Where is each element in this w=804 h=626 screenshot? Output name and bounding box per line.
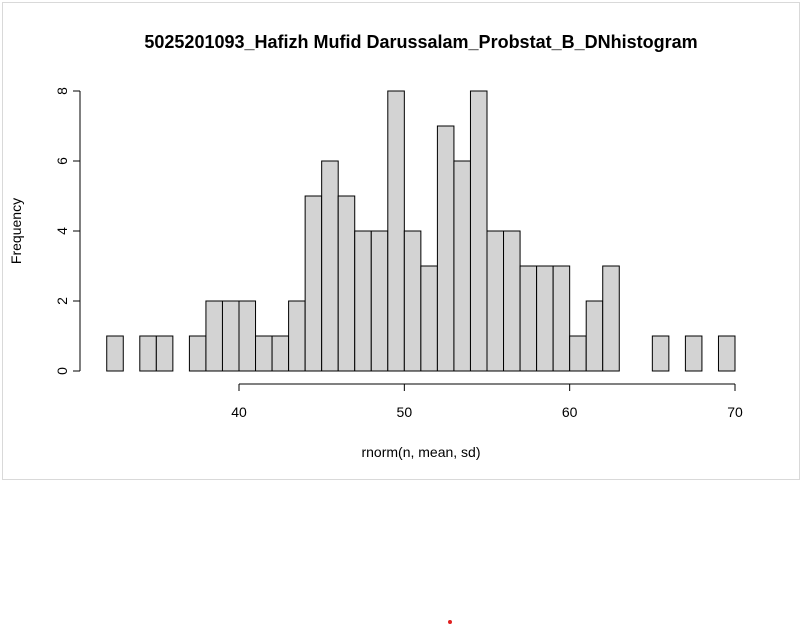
histogram-bar-56 <box>503 230 521 372</box>
histogram-bar-44 <box>304 195 323 372</box>
histogram-bar-45 <box>321 160 339 372</box>
histogram-bar-58 <box>536 265 554 372</box>
bars-group <box>106 90 736 372</box>
histogram-bar-49 <box>387 90 405 372</box>
histogram-bar-54 <box>469 90 488 372</box>
histogram-bar-47 <box>354 230 372 372</box>
x-axis: 40 50 60 70 <box>231 383 743 420</box>
histogram-bar-53 <box>453 160 471 372</box>
histogram-bar-62 <box>602 265 620 372</box>
y-tick-label-2: 2 <box>54 297 70 305</box>
y-tick-label-4: 4 <box>54 227 70 235</box>
histogram-bar-35 <box>155 335 174 372</box>
x-tick-label-70: 70 <box>727 404 743 420</box>
y-tick-label-0: 0 <box>54 367 70 375</box>
histogram-bar-69 <box>717 335 736 372</box>
histogram-bar-32 <box>106 335 124 372</box>
histogram-bar-61 <box>585 300 604 372</box>
histogram-bar-59 <box>552 265 571 372</box>
histogram-bar-34 <box>139 335 157 372</box>
y-tick-label-8: 8 <box>54 87 70 95</box>
histogram-bar-55 <box>486 230 505 372</box>
histogram-bar-43 <box>288 300 306 372</box>
histogram-bar-39 <box>221 300 240 372</box>
histogram-bar-46 <box>337 195 356 372</box>
y-axis: 0 2 4 6 8 <box>54 87 81 375</box>
x-axis-label: rnorm(n, mean, sd) <box>361 444 480 460</box>
red-dot-marker <box>448 620 452 624</box>
histogram-bar-40 <box>238 300 257 372</box>
histogram-bar-41 <box>255 335 273 372</box>
y-tick-label-6: 6 <box>54 157 70 165</box>
histogram-bar-67 <box>684 335 703 372</box>
x-tick-label-50: 50 <box>397 404 413 420</box>
histogram-bar-51 <box>420 265 438 372</box>
histogram-bar-37 <box>188 335 207 372</box>
histogram-bar-57 <box>519 265 538 372</box>
histogram-bar-50 <box>403 230 422 372</box>
histogram-bar-60 <box>569 335 587 372</box>
histogram-bar-65 <box>651 335 670 372</box>
x-tick-label-40: 40 <box>231 404 247 420</box>
y-axis-label: Frequency <box>8 198 24 264</box>
histogram-bar-42 <box>271 335 290 372</box>
chart-title: 5025201093_Hafizh Mufid Darussalam_Probs… <box>144 32 697 52</box>
histogram-bar-48 <box>370 230 389 372</box>
histogram-bar-52 <box>436 125 455 372</box>
x-tick-label-60: 60 <box>562 404 578 420</box>
histogram-bar-38 <box>205 300 223 372</box>
